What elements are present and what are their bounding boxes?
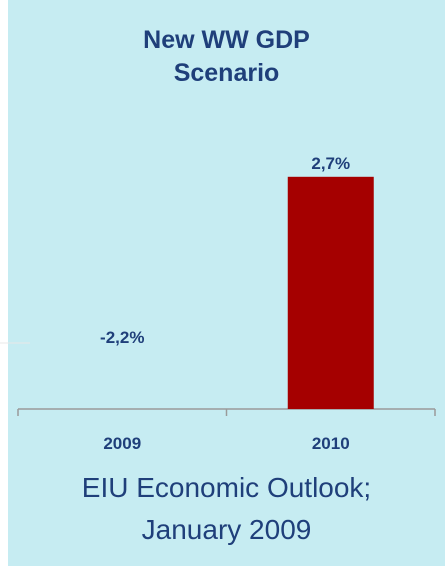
category-label-2009: 2009 (103, 434, 141, 453)
category-label-2010: 2010 (312, 434, 350, 453)
source-caption-line-2: January 2009 (141, 514, 312, 545)
data-label-2010: 2,7% (311, 154, 350, 173)
chart-title: New WW GDP Scenario (8, 24, 445, 90)
chart-title-line-2: Scenario (173, 59, 280, 87)
source-caption-line-1: EIU Economic Outlook; (81, 472, 372, 503)
data-label-2009: -2,2% (100, 328, 144, 347)
chart-title-line-1: New WW GDP (143, 26, 310, 54)
bar-2010 (287, 176, 374, 409)
source-caption: EIU Economic Outlook; January 2009 (8, 467, 445, 551)
